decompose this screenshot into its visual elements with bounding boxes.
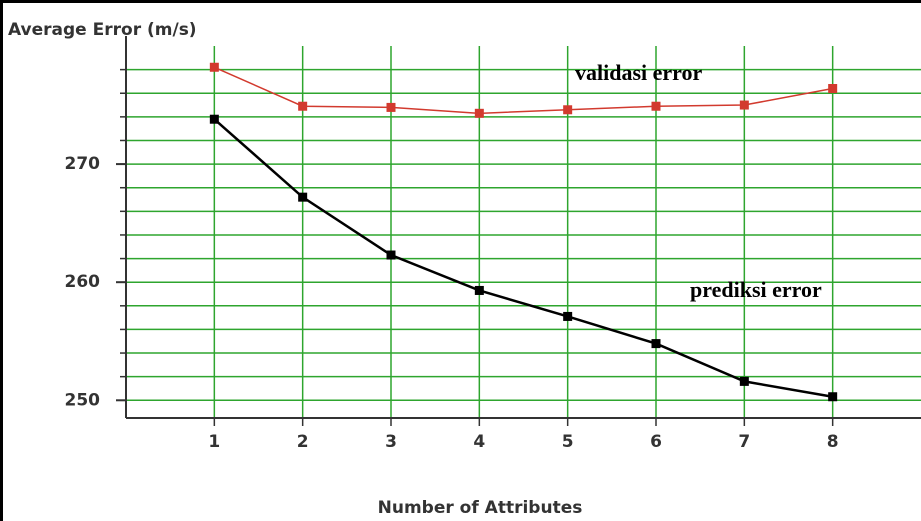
data-point <box>387 103 396 112</box>
y-tick-label: 260 <box>65 272 101 292</box>
data-point <box>210 63 219 72</box>
data-point <box>563 312 572 321</box>
x-tick-label: 4 <box>473 432 485 452</box>
y-tick-label: 270 <box>65 154 101 174</box>
data-point <box>298 102 307 111</box>
x-tick-label: 6 <box>650 432 662 452</box>
data-point <box>210 115 219 124</box>
data-point <box>828 392 837 401</box>
data-point <box>828 84 837 93</box>
background <box>0 0 921 521</box>
data-point <box>475 286 484 295</box>
annotation: prediksi error <box>690 277 822 302</box>
data-point <box>298 193 307 202</box>
x-tick-label: 3 <box>385 432 397 452</box>
x-tick-label: 7 <box>738 432 750 452</box>
data-point <box>475 109 484 118</box>
x-tick-label: 1 <box>208 432 220 452</box>
x-tick-label: 8 <box>827 432 839 452</box>
x-axis-label: Number of Attributes <box>378 498 583 518</box>
data-point <box>652 339 661 348</box>
x-tick-label: 5 <box>562 432 574 452</box>
data-point <box>740 101 749 110</box>
chart: Average Error (m/s) Number of Attributes… <box>0 0 921 521</box>
chart-title: Average Error (m/s) <box>8 20 197 40</box>
x-tick-label: 2 <box>297 432 309 452</box>
data-point <box>387 251 396 260</box>
annotation: validasi error <box>575 60 703 85</box>
data-point <box>652 102 661 111</box>
data-point <box>740 377 749 386</box>
y-tick-label: 250 <box>65 390 101 410</box>
data-point <box>563 105 572 114</box>
